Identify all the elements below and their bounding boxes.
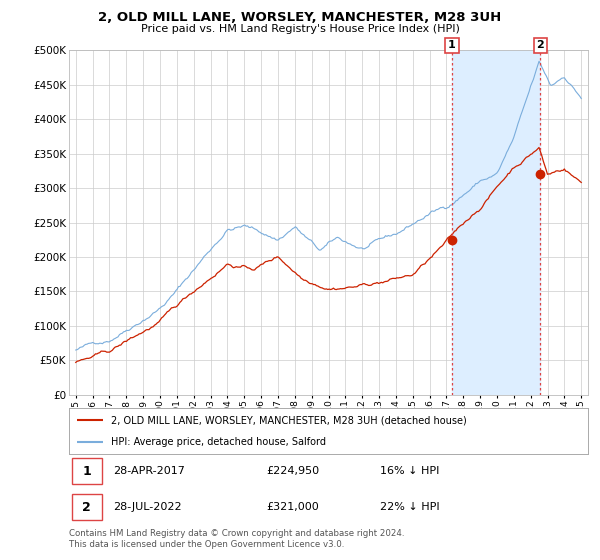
Text: Contains HM Land Registry data © Crown copyright and database right 2024.
This d: Contains HM Land Registry data © Crown c…: [69, 529, 404, 549]
FancyBboxPatch shape: [71, 458, 101, 484]
Text: 1: 1: [82, 465, 91, 478]
Text: HPI: Average price, detached house, Salford: HPI: Average price, detached house, Salf…: [110, 437, 326, 447]
Text: 1: 1: [448, 40, 456, 50]
Bar: [452, 50, 541, 395]
Text: 2, OLD MILL LANE, WORSLEY, MANCHESTER, M28 3UH (detached house): 2, OLD MILL LANE, WORSLEY, MANCHESTER, M…: [110, 415, 466, 425]
Text: 28-JUL-2022: 28-JUL-2022: [113, 502, 182, 512]
Text: 2, OLD MILL LANE, WORSLEY, MANCHESTER, M28 3UH: 2, OLD MILL LANE, WORSLEY, MANCHESTER, M…: [98, 11, 502, 24]
Text: 22% ↓ HPI: 22% ↓ HPI: [380, 502, 440, 512]
Text: 2: 2: [536, 40, 544, 50]
Text: 2: 2: [82, 501, 91, 514]
Text: Price paid vs. HM Land Registry's House Price Index (HPI): Price paid vs. HM Land Registry's House …: [140, 24, 460, 34]
FancyBboxPatch shape: [71, 494, 101, 520]
Text: 16% ↓ HPI: 16% ↓ HPI: [380, 466, 440, 476]
Text: 28-APR-2017: 28-APR-2017: [113, 466, 185, 476]
Text: £224,950: £224,950: [266, 466, 319, 476]
Text: £321,000: £321,000: [266, 502, 319, 512]
